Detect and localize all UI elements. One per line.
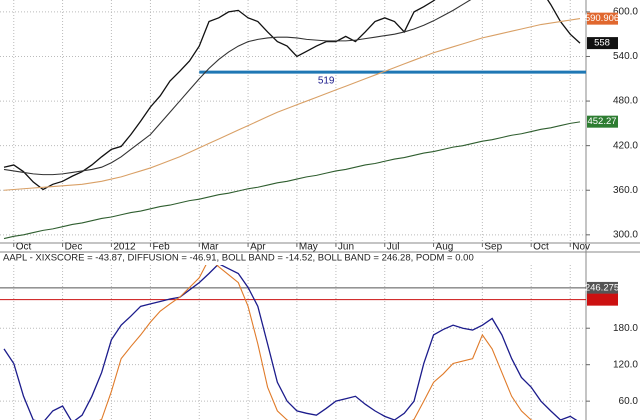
reference-tag-label: 246.275: [585, 282, 619, 293]
x-tick-label: Mar: [201, 242, 219, 253]
series-line: [3, 0, 472, 176]
x-tick-label: Feb: [152, 242, 170, 253]
series-line: [99, 265, 533, 420]
price-tag-label: 558: [594, 38, 610, 49]
reference-tag: [587, 281, 618, 294]
x-tick-label: Dec: [65, 242, 83, 253]
x-tick-label: Aug: [436, 242, 454, 253]
x-tick-label: 2012: [113, 242, 136, 253]
level-label: 519: [318, 76, 335, 87]
series-line: [3, 0, 581, 191]
y-tick-label: 360.0: [613, 185, 638, 196]
y-tick-label: 60.0: [619, 396, 639, 407]
series-line: [3, 265, 578, 420]
plot-area: [3, 0, 586, 240]
y-tick-label: 420.0: [613, 140, 638, 151]
y-tick-label: 540.0: [613, 51, 638, 62]
x-tick-label: Oct: [533, 242, 549, 253]
x-tick-label: Sep: [484, 242, 502, 253]
reference-tag: [587, 293, 618, 306]
x-tick-label: Nov: [572, 242, 590, 253]
y-tick-label: 480.0: [613, 96, 638, 107]
x-tick-label: May: [299, 242, 318, 253]
x-tick-label: Jun: [338, 242, 354, 253]
price-tag: [587, 12, 618, 25]
y-tick-label: 600.0: [613, 7, 638, 18]
plot-area: [0, 265, 586, 420]
x-tick-label: Apr: [250, 242, 266, 253]
x-tick-label: Oct: [16, 242, 32, 253]
price-tag: [587, 115, 618, 128]
price-tag: [587, 37, 618, 50]
panel-title: AAPL - XIXSCORE = -43.87, DIFFUSION = -4…: [3, 253, 474, 264]
series-line: [3, 121, 581, 240]
y-tick-label: 180.0: [613, 323, 638, 334]
y-tick-label: 120.0: [613, 359, 638, 370]
y-tick-label: 300.0: [613, 229, 638, 240]
x-tick-label: Jul: [387, 242, 400, 253]
price-tag-label: 452.27: [587, 116, 616, 127]
series-line: [3, 18, 581, 191]
price-tag-label: 590.906: [585, 13, 619, 24]
